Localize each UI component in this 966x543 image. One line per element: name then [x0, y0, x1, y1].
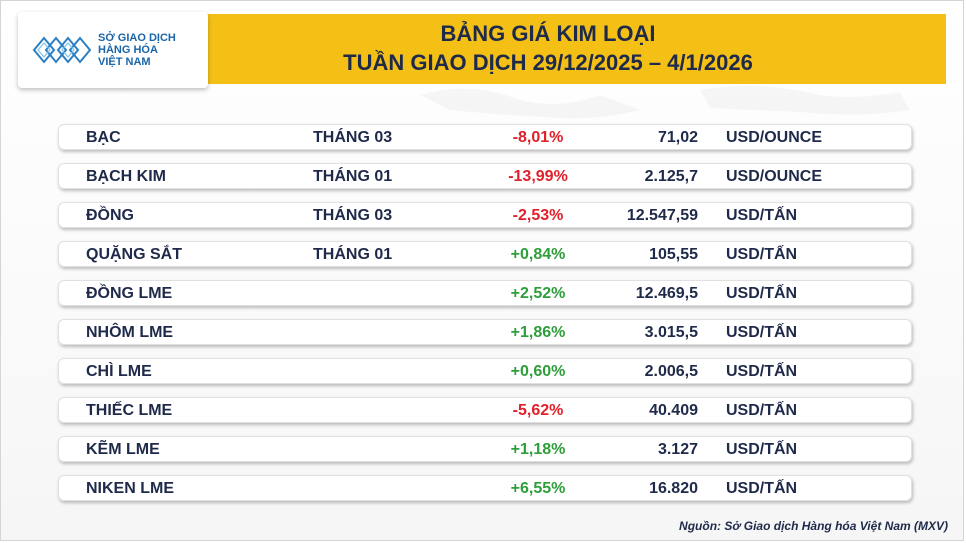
- table-row: KẼM LME +1,18% 3.127 USD/TẤN: [58, 436, 912, 462]
- metal-name: ĐỒNG: [86, 207, 134, 224]
- unit: USD/TẤN: [726, 324, 798, 341]
- logo-text: SỞ GIAO DỊCH HÀNG HÓA VIỆT NAM: [98, 32, 176, 68]
- logo-line-2: HÀNG HÓA: [98, 44, 158, 56]
- table-row: THIẾC LME -5,62% 40.409 USD/TẤN: [58, 397, 912, 423]
- unit: USD/TẤN: [726, 207, 798, 224]
- price: 12.547,59: [626, 207, 698, 224]
- table-row: CHÌ LME +0,60% 2.006,5 USD/TẤN: [58, 358, 912, 384]
- price: 2.125,7: [644, 168, 698, 185]
- unit: USD/TẤN: [726, 363, 798, 380]
- page-title: BẢNG GIÁ KIM LOẠI TUẦN GIAO DỊCH 29/12/2…: [150, 19, 946, 77]
- metal-name: NIKEN LME: [86, 480, 174, 497]
- metal-name: BẠC: [86, 129, 121, 146]
- title-line-2: TUẦN GIAO DỊCH 29/12/2025 – 4/1/2026: [343, 50, 753, 75]
- mxv-logo-icon: [32, 36, 92, 64]
- price: 40.409: [649, 402, 698, 419]
- contract-month: THÁNG 01: [313, 246, 393, 263]
- weekly-change: -13,99%: [508, 168, 568, 185]
- price: 3.015,5: [644, 324, 698, 341]
- unit: USD/TẤN: [726, 480, 798, 497]
- metal-price-table: BẠC THÁNG 03 -8,01% 71,02 USD/OUNCE BẠCH…: [58, 124, 912, 514]
- weekly-change: +0,60%: [510, 363, 566, 380]
- weekly-change: +6,55%: [510, 480, 566, 497]
- table-row: BẠC THÁNG 03 -8,01% 71,02 USD/OUNCE: [58, 124, 912, 150]
- mxv-logo: SỞ GIAO DỊCH HÀNG HÓA VIỆT NAM: [18, 12, 208, 88]
- metal-name: QUẶNG SẮT: [86, 246, 182, 263]
- metal-name: CHÌ LME: [86, 363, 152, 380]
- metal-name: ĐỒNG LME: [86, 285, 173, 302]
- weekly-change: +1,86%: [510, 324, 566, 341]
- metal-name: NHÔM LME: [86, 324, 174, 341]
- price: 71,02: [657, 129, 698, 146]
- logo-line-1: SỞ GIAO DỊCH: [98, 32, 176, 44]
- table-row: NIKEN LME +6,55% 16.820 USD/TẤN: [58, 475, 912, 501]
- price: 16.820: [649, 480, 698, 497]
- metal-name: BẠCH KIM: [86, 168, 166, 185]
- contract-month: THÁNG 03: [313, 129, 393, 146]
- table-row: ĐỒNG LME +2,52% 12.469,5 USD/TẤN: [58, 280, 912, 306]
- header-banner: [150, 14, 946, 84]
- unit: USD/TẤN: [726, 246, 798, 263]
- table-row: ĐỒNG THÁNG 03 -2,53% 12.547,59 USD/TẤN: [58, 202, 912, 228]
- unit: USD/OUNCE: [726, 168, 823, 185]
- price: 3.127: [657, 441, 698, 458]
- contract-month: THÁNG 03: [313, 207, 393, 224]
- title-line-1: BẢNG GIÁ KIM LOẠI: [440, 21, 656, 46]
- price: 2.006,5: [644, 363, 698, 380]
- price: 12.469,5: [635, 285, 698, 302]
- weekly-change: +2,52%: [510, 285, 566, 302]
- metal-name: THIẾC LME: [86, 402, 173, 419]
- table-row: BẠCH KIM THÁNG 01 -13,99% 2.125,7 USD/OU…: [58, 163, 912, 189]
- unit: USD/OUNCE: [726, 129, 823, 146]
- source-note: Nguồn: Sở Giao dịch Hàng hóa Việt Nam (M…: [679, 519, 948, 533]
- logo-line-3: VIỆT NAM: [98, 56, 151, 68]
- table-row: QUẶNG SẮT THÁNG 01 +0,84% 105,55 USD/TẤN: [58, 241, 912, 267]
- weekly-change: +0,84%: [510, 246, 566, 263]
- weekly-change: +1,18%: [510, 441, 566, 458]
- weekly-change: -8,01%: [512, 129, 564, 146]
- contract-month: THÁNG 01: [313, 168, 393, 185]
- price: 105,55: [649, 246, 698, 263]
- metal-name: KẼM LME: [86, 441, 160, 458]
- unit: USD/TẤN: [726, 441, 798, 458]
- table-row: NHÔM LME +1,86% 3.015,5 USD/TẤN: [58, 319, 912, 345]
- weekly-change: -5,62%: [512, 402, 564, 419]
- unit: USD/TẤN: [726, 402, 798, 419]
- unit: USD/TẤN: [726, 285, 798, 302]
- weekly-change: -2,53%: [512, 207, 564, 224]
